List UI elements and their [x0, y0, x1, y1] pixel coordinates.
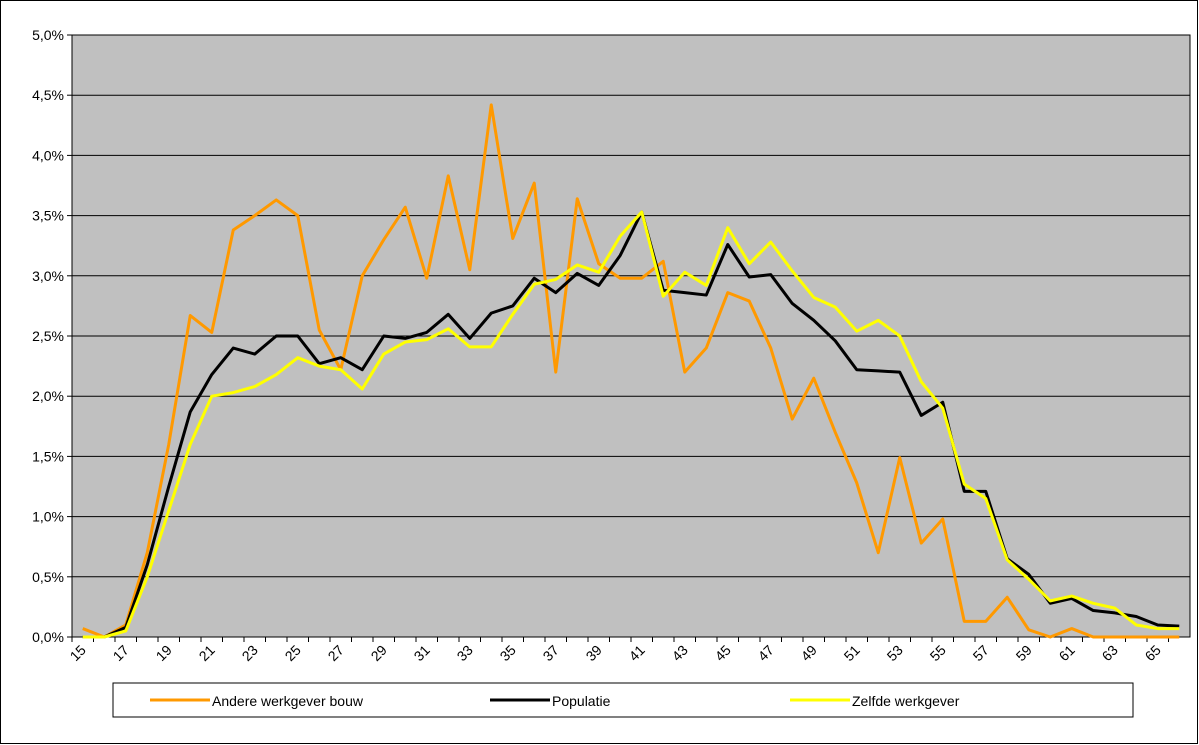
y-tick-label: 3,0% — [32, 268, 64, 284]
y-tick-label: 0,5% — [32, 569, 64, 585]
legend-box — [112, 682, 1134, 718]
y-tick-label: 2,5% — [32, 328, 64, 344]
y-tick-label: 5,0% — [32, 27, 64, 43]
legend-label: Populatie — [552, 693, 611, 709]
legend-label: Andere werkgever bouw — [212, 693, 364, 709]
y-tick-label: 2,0% — [32, 388, 64, 404]
series-line — [82, 103, 1180, 639]
y-tick-label: 0,0% — [32, 629, 64, 645]
legend-label: Zelfde werkgever — [852, 693, 960, 709]
y-tick-label: 3,5% — [32, 208, 64, 224]
y-tick-label: 1,0% — [32, 509, 64, 525]
y-tick-label: 1,5% — [32, 448, 64, 464]
y-tick-label: 4,0% — [32, 147, 64, 163]
series-line — [82, 210, 1180, 639]
y-tick-label: 4,5% — [32, 87, 64, 103]
